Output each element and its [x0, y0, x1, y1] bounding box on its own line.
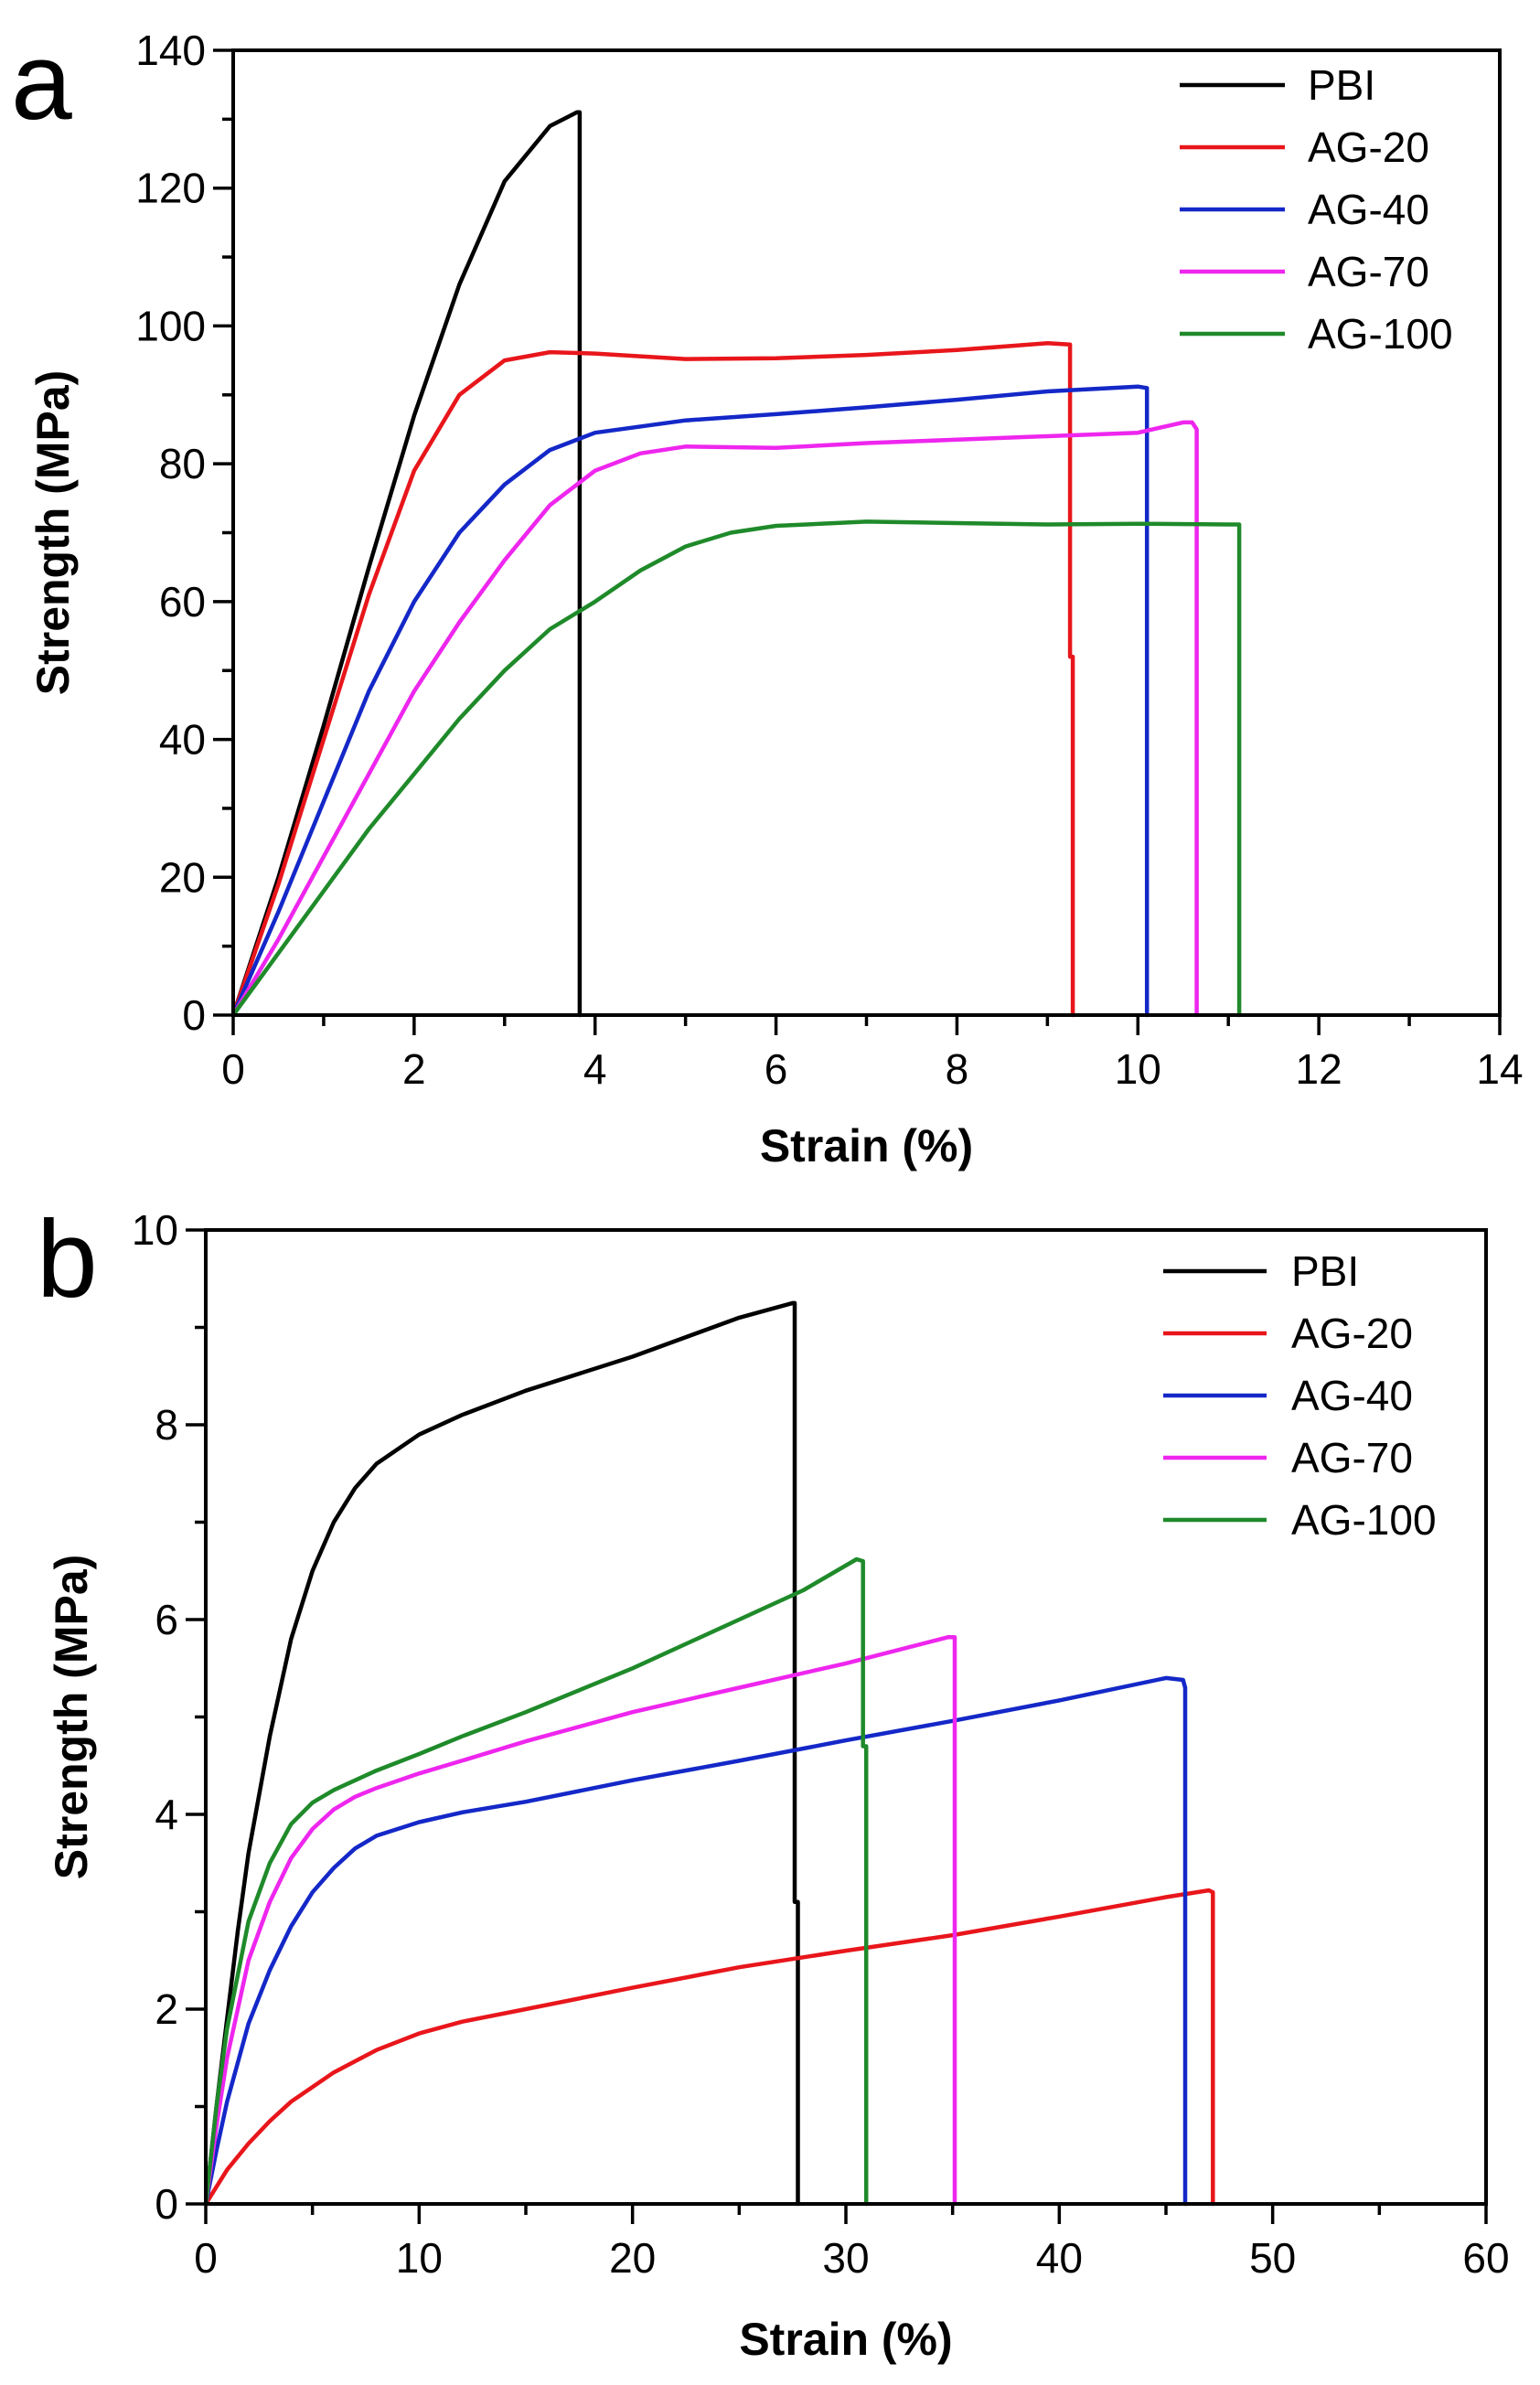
panel-a-x-tick-label: 10 [1115, 1045, 1161, 1093]
panel-b-x-tick-label: 50 [1249, 2234, 1296, 2282]
panel-b-x-tick-label: 40 [1036, 2234, 1083, 2282]
panel-b-x-tick-label: 0 [194, 2234, 218, 2282]
panel-b-legend-label-pbi: PBI [1291, 1247, 1359, 1295]
panel-b-legend-label-ag-40: AG-40 [1291, 1372, 1413, 1419]
panel-a-x-tick-label: 8 [946, 1045, 969, 1093]
panel-b-series-line-ag-70 [203, 1634, 957, 2207]
panel-a-letter: a [11, 20, 72, 143]
panel-a-legend-label-ag-100: AG-100 [1308, 310, 1453, 358]
panel-b-y-tick-label: 10 [132, 1206, 178, 1254]
panel-a-series-line-ag-100 [230, 519, 1242, 1018]
panel-b-legend: PBI AG-20 AG-40 AG-70 AG-100 [1163, 1247, 1437, 1544]
panel-b-y-tick-label: 2 [155, 1985, 178, 2033]
panel-b-y-tick-label: 0 [155, 2180, 178, 2228]
panel-b-y-tick-label: 4 [155, 1791, 178, 1838]
panel-b-x-tick-label: 10 [396, 2234, 443, 2282]
panel-a-legend: PBI AG-20 AG-40 AG-70 AG-100 [1180, 61, 1453, 358]
panel-b-series-line-ag-40 [203, 1675, 1188, 2207]
panel-a-legend-label-ag-40: AG-40 [1308, 186, 1429, 233]
panel-a-x-tick-label: 2 [402, 1045, 426, 1093]
panel-a-series-line-ag-70 [230, 420, 1199, 1018]
panel-b-legend-label-ag-20: AG-20 [1291, 1310, 1413, 1357]
panel-b-series-line-ag-100 [203, 1556, 869, 2207]
panel-b-series-line-ag-20 [203, 1888, 1215, 2207]
panel-a-series-line-ag-20 [230, 341, 1075, 1018]
panel-a-x-tick-label: 12 [1296, 1045, 1342, 1093]
panel-a-y-tick-label: 20 [159, 853, 206, 901]
panel-a-y-axis-title: Strength (MPa) [27, 370, 79, 696]
panel-a-y-tick-label: 40 [159, 716, 206, 764]
panel-a-legend-label-ag-20: AG-20 [1308, 123, 1429, 171]
panel-a-x-tick-label: 0 [221, 1045, 245, 1093]
panel-b-legend-label-ag-70: AG-70 [1291, 1434, 1413, 1481]
panel-a-series-line-pbi [230, 110, 583, 1018]
panel-b-x-tick-label: 20 [609, 2234, 656, 2282]
panel-a-y-tick-label: 120 [135, 165, 206, 212]
panel-a-x-tick-label: 4 [583, 1045, 607, 1093]
panel-b-series-line-pbi [203, 1300, 800, 2207]
panel-a-y-tick-label: 140 [135, 27, 206, 74]
panel-a-x-tick-label: 14 [1476, 1045, 1523, 1093]
panel-b-y-tick-label: 6 [155, 1596, 178, 1643]
panel-b-y-axis-title: Strength (MPa) [46, 1555, 97, 1880]
panel-a-series-line-ag-40 [230, 384, 1150, 1018]
panel-a-legend-label-ag-70: AG-70 [1308, 248, 1429, 295]
panel-b-x-axis-title: Strain (%) [739, 2314, 952, 2365]
panel-a-legend-label-pbi: PBI [1308, 61, 1375, 109]
panel-b-y-tick-label: 8 [155, 1401, 178, 1449]
panel-a-y-tick-label: 100 [135, 302, 206, 349]
panel-b-x-tick-label: 60 [1462, 2234, 1509, 2282]
panel-a-x-axis-title: Strain (%) [760, 1120, 973, 1171]
panel-b-legend-label-ag-100: AG-100 [1291, 1496, 1437, 1544]
panel-b-x-tick-label: 30 [822, 2234, 869, 2282]
panel-a-x-tick-label: 6 [765, 1045, 788, 1093]
panel-b-letter: b [37, 1198, 98, 1321]
panel-a-y-tick-label: 80 [159, 440, 206, 487]
panel-b-chart: b 0 10 20 30 40 50 60 0 2 4 6 8 10 Strain (%) Strength… [37, 1198, 1510, 2365]
panel-a-y-tick-label: 60 [159, 578, 206, 626]
panel-a-y-tick-label: 0 [182, 991, 206, 1039]
